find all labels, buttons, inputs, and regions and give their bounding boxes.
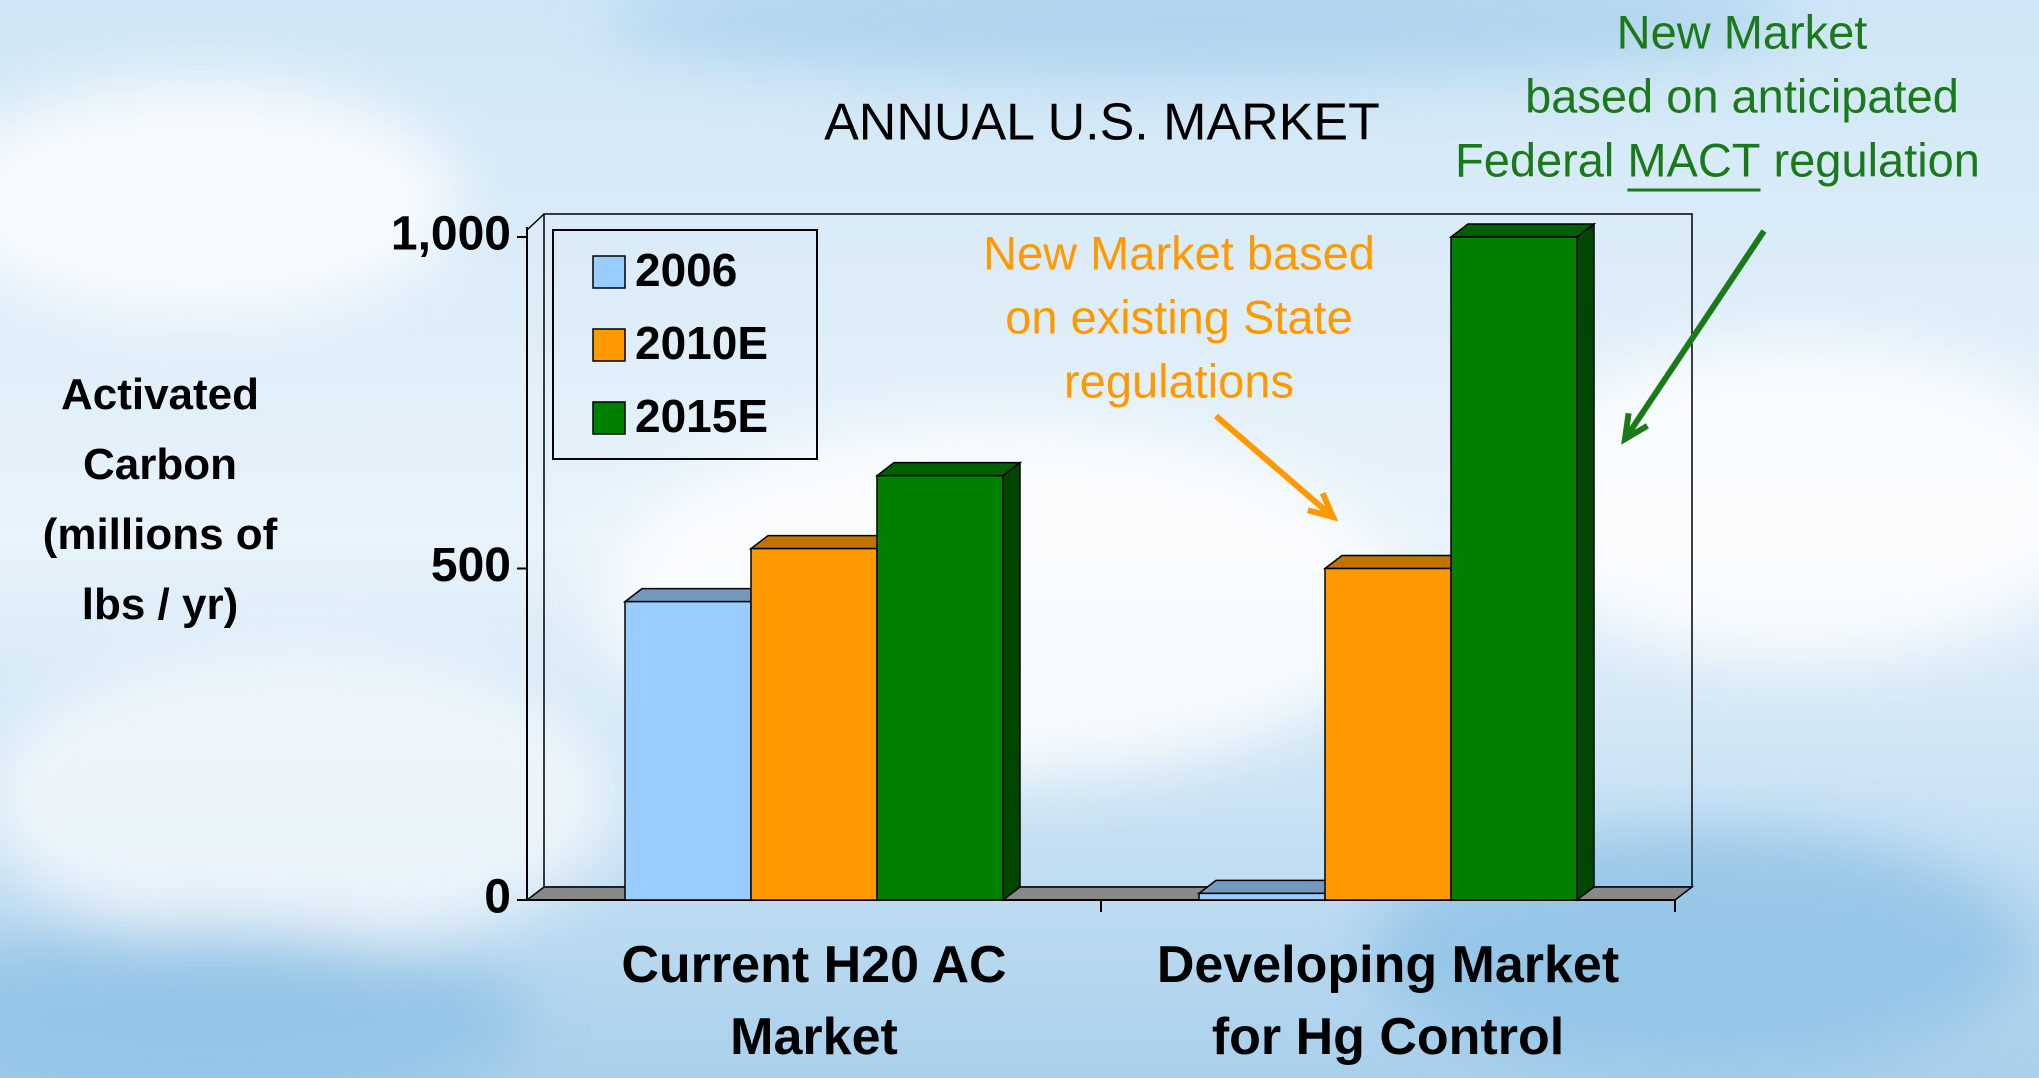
- bar-top: [1199, 880, 1342, 893]
- chart: ANNUAL U.S. MARKET 05001,000ActivatedCar…: [0, 0, 2039, 1078]
- bar-top: [625, 589, 768, 602]
- bar-side: [1577, 224, 1594, 900]
- legend-label: 2010E: [635, 317, 768, 369]
- annotation: based on anticipated: [1525, 69, 1959, 122]
- annotation: regulations: [1064, 354, 1294, 407]
- y-tick-label: 1,000: [391, 208, 511, 261]
- annotation: Federal: [1455, 133, 1614, 186]
- bar-front: [1199, 893, 1325, 900]
- legend-label: 2015E: [635, 390, 768, 442]
- legend-swatch: [593, 329, 625, 361]
- bar-side: [1003, 463, 1020, 900]
- annotation: New Market based: [983, 226, 1375, 279]
- annotation: regulation: [1774, 133, 1980, 186]
- bar-front: [751, 549, 877, 900]
- bar: [751, 536, 894, 900]
- bar-front: [1325, 569, 1451, 901]
- bar-front: [877, 476, 1003, 900]
- bar-top: [751, 536, 894, 549]
- legend-swatch: [593, 256, 625, 288]
- bar: [877, 463, 1020, 900]
- y-tick-label: 0: [484, 871, 511, 924]
- bar-top: [877, 463, 1020, 476]
- annotation: New Market: [1617, 5, 1868, 58]
- legend-swatch: [593, 402, 625, 434]
- bar: [1325, 556, 1468, 901]
- legend-label: 2006: [635, 244, 737, 296]
- bar: [1199, 880, 1342, 900]
- bar: [625, 589, 768, 900]
- y-tick-label: 500: [431, 539, 511, 592]
- chart-title: ANNUAL U.S. MARKET: [824, 94, 1380, 152]
- bar-top: [1451, 224, 1594, 237]
- bar-top: [1325, 556, 1468, 569]
- bar-front: [1451, 237, 1577, 900]
- annotation: MACT: [1627, 133, 1760, 186]
- annotation: on existing State: [1005, 290, 1353, 343]
- bar-front: [625, 602, 751, 900]
- bar: [1451, 224, 1594, 900]
